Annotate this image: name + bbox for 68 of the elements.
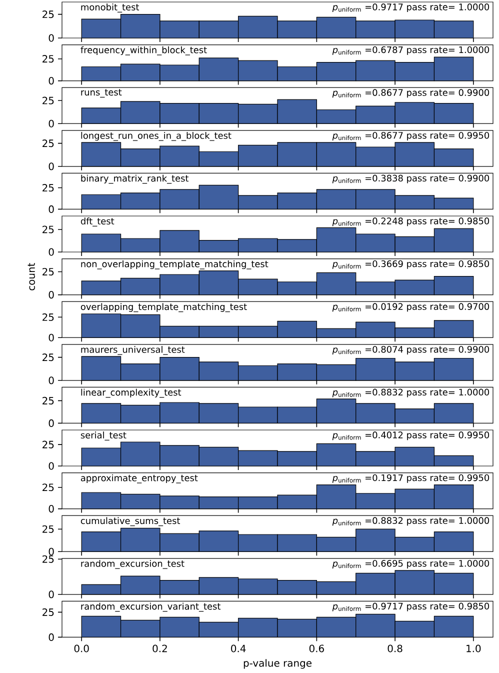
chart-title: runs_test bbox=[81, 89, 122, 98]
chart-title: maurers_universal_test bbox=[81, 346, 185, 355]
y-tick-label: 0 bbox=[48, 205, 54, 213]
x-tick-label: 0.8 bbox=[388, 644, 402, 652]
annotation: p$_{uniform}$ =0.4012 pass rate= 0.9950 bbox=[332, 432, 490, 440]
annotation: p$_{uniform}$ =0.1917 pass rate= 0.9950 bbox=[332, 474, 490, 483]
x-tick-label: 0.0 bbox=[74, 644, 89, 652]
chart-title: random_excursion_variant_test bbox=[81, 602, 220, 612]
y-tick-label: 25 bbox=[42, 555, 54, 563]
x-tick-label: 0.4 bbox=[231, 644, 246, 652]
y-tick-label: 0 bbox=[48, 34, 54, 42]
y-tick-label: 25 bbox=[42, 10, 54, 18]
x-tick-label: 0.2 bbox=[152, 644, 167, 652]
y-tick-label: 25 bbox=[42, 313, 54, 321]
y-tick-label: 0 bbox=[48, 291, 54, 299]
chart-title: overlapping_template_matching_test bbox=[80, 303, 247, 312]
chart-title: binary_matrix_rank_test bbox=[81, 174, 189, 184]
y-tick-label: 0 bbox=[48, 376, 54, 384]
y-tick-label: 25 bbox=[42, 608, 54, 616]
x-tick-label: 1.0 bbox=[466, 644, 481, 652]
y-tick-label: 25 bbox=[42, 484, 54, 492]
annotation: p$_{uniform}$ =0.9717 pass rate= 0.9850 bbox=[332, 602, 490, 612]
annotation: p$_{uniform}$ =0.8677 pass rate= 0.9950 bbox=[332, 132, 490, 140]
y-tick-label: 0 bbox=[48, 248, 54, 256]
chart-title: monobit_test bbox=[81, 4, 140, 12]
y-tick-label: 25 bbox=[42, 184, 54, 192]
y-tick-label: 0 bbox=[48, 590, 54, 598]
chart-title: non_overlapping_template_matching_test bbox=[81, 260, 268, 270]
x-axis-title: p-value range bbox=[244, 659, 312, 669]
chart-title: random_excursion_test bbox=[81, 560, 184, 569]
y-tick-label: 0 bbox=[48, 505, 54, 513]
y-tick-label: 0 bbox=[48, 120, 54, 128]
chart-title: frequency_within_block_test bbox=[80, 46, 207, 56]
y-tick-label: 0 bbox=[48, 162, 54, 170]
annotation: p$_{uniform}$ =0.2248 pass rate= 0.9850 bbox=[332, 218, 490, 226]
chart-title: approximate_entropy_test bbox=[80, 474, 198, 484]
y-tick-label: 25 bbox=[42, 140, 54, 148]
y-tick-label: 0 bbox=[48, 548, 54, 556]
y-tick-label: 25 bbox=[42, 396, 54, 404]
chart-title: linear_complexity_test bbox=[81, 388, 182, 398]
y-tick-label: 0 bbox=[48, 633, 54, 641]
annotation: p$_{uniform}$ =0.8832 pass rate= 1.0000 bbox=[332, 388, 490, 398]
annotation: p$_{uniform}$ =0.3669 pass rate= 0.9850 bbox=[332, 260, 490, 269]
annotation: p$_{uniform}$ =0.3838 pass rate= 0.9900 bbox=[332, 174, 490, 184]
annotation: p$_{uniform}$ =0.8832 pass rate= 1.0000 bbox=[332, 517, 490, 526]
chart-title: serial_test bbox=[80, 432, 126, 440]
y-tick-label: 0 bbox=[48, 462, 54, 470]
annotation: p$_{uniform}$ =0.6695 pass rate= 1.0000 bbox=[332, 560, 490, 568]
y-tick-label: 25 bbox=[42, 440, 54, 448]
y-axis-title: count bbox=[28, 262, 35, 290]
annotation: p$_{uniform}$ =0.9717 pass rate= 1.0000 bbox=[332, 4, 490, 12]
y-tick-label: 25 bbox=[42, 226, 54, 234]
annotation: p$_{uniform}$ =0.8074 pass rate= 0.9900 bbox=[332, 346, 490, 354]
y-tick-label: 25 bbox=[42, 96, 54, 104]
annotation: p$_{uniform}$ =0.0192 pass rate= 0.9700 bbox=[332, 303, 490, 312]
y-tick-label: 25 bbox=[42, 354, 54, 362]
x-tick-label: 0.6 bbox=[309, 644, 324, 652]
chart-title: cumulative_sums_test bbox=[80, 517, 180, 526]
annotation: p$_{uniform}$ =0.6787 pass rate= 1.0000 bbox=[332, 46, 490, 55]
chart-title: longest_run_ones_in_a_block_test bbox=[81, 132, 232, 141]
y-tick-label: 0 bbox=[48, 334, 54, 342]
y-tick-label: 0 bbox=[48, 77, 54, 85]
y-tick-label: 0 bbox=[48, 419, 54, 427]
chart-title: dft_test bbox=[80, 218, 114, 226]
annotation: p$_{uniform}$ =0.8677 pass rate= 0.9900 bbox=[332, 89, 490, 98]
y-tick-label: 25 bbox=[42, 55, 54, 63]
y-tick-label: 25 bbox=[42, 525, 54, 533]
y-tick-label: 25 bbox=[42, 268, 54, 276]
